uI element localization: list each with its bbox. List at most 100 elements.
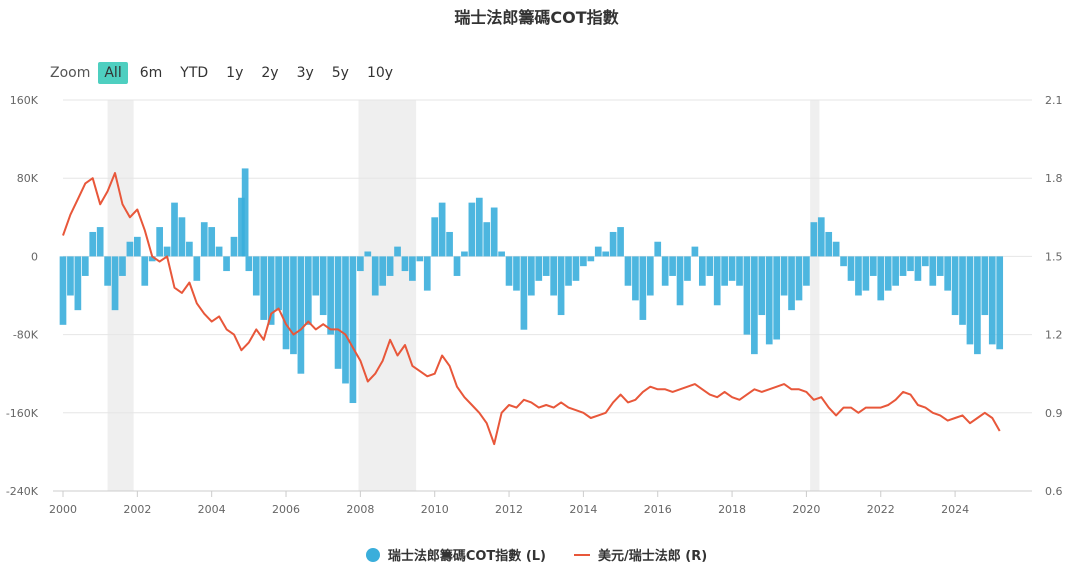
- cot-bar: [996, 256, 1004, 350]
- cot-bar: [297, 256, 305, 374]
- cot-bar: [832, 241, 840, 257]
- cot-bar: [914, 256, 922, 281]
- cot-bar: [817, 217, 825, 257]
- cot-bars: [59, 168, 1004, 404]
- cot-bar: [483, 222, 491, 257]
- cot-bar: [133, 236, 141, 257]
- cot-bar: [401, 256, 409, 272]
- cot-bar: [706, 256, 714, 276]
- cot-bar: [275, 256, 282, 311]
- cot-bar: [89, 231, 97, 257]
- y-right-tick-label: 0.6: [1045, 485, 1063, 498]
- cot-bar: [59, 256, 67, 325]
- range-btn-ytd[interactable]: YTD: [180, 65, 209, 81]
- y-right-tick-label: 1.8: [1045, 172, 1063, 185]
- fx-line: [62, 172, 1001, 446]
- cot-bar: [988, 256, 996, 345]
- cot-bar: [163, 246, 171, 257]
- x-tick-label: 2000: [49, 503, 77, 516]
- cot-bar: [498, 251, 505, 257]
- grid-lines: [63, 99, 1032, 492]
- cot-bar: [446, 231, 453, 257]
- axes: 160K 2.1 80K 1.8 0 1.5 -80K 1.2 -160K 0.9 -240K 0.6…: [6, 94, 1063, 516]
- cot-bar: [676, 256, 684, 306]
- x-tick-label: 2018: [718, 503, 746, 516]
- range-selector: Zoom All 6m YTD 1y 2y 3y 5y 10y: [50, 60, 405, 86]
- cot-bar: [632, 256, 639, 301]
- cot-bar: [736, 256, 743, 286]
- cot-bar: [855, 256, 862, 296]
- cot-bar: [431, 217, 439, 257]
- cot-bar: [877, 256, 885, 301]
- x-tick-label: 2008: [346, 503, 374, 516]
- cot-bar: [223, 256, 230, 272]
- cot-bar: [803, 256, 810, 286]
- x-tick-label: 2016: [644, 503, 672, 516]
- cot-bar: [334, 256, 342, 369]
- y-left-tick-label: 160K: [10, 94, 39, 107]
- cot-bar: [936, 256, 944, 276]
- range-btn-5y[interactable]: 5y: [331, 65, 349, 81]
- cot-bar: [892, 256, 899, 286]
- cot-bar: [349, 256, 357, 404]
- range-btn-1y[interactable]: 1y: [226, 65, 244, 81]
- cot-bar: [765, 256, 773, 345]
- cot-bar: [475, 197, 483, 257]
- cot-bar: [119, 256, 126, 276]
- cot-bar: [111, 256, 119, 311]
- cot-bar: [468, 202, 476, 257]
- cot-bar: [67, 256, 74, 296]
- cot-bar: [617, 227, 624, 257]
- cot-bar: [126, 241, 134, 257]
- legend-item-cot[interactable]: 瑞士法郎籌碼COT指數 (L): [365, 545, 546, 564]
- cot-bar: [490, 207, 498, 257]
- range-btn-3y[interactable]: 3y: [296, 65, 314, 81]
- cot-bar: [788, 256, 795, 311]
- cot-bar: [386, 256, 394, 276]
- range-btn-6m[interactable]: 6m: [139, 65, 163, 81]
- cot-bar: [869, 256, 877, 276]
- cot-bar: [267, 256, 275, 325]
- cot-bar: [944, 256, 952, 291]
- range-btn-2y[interactable]: 2y: [261, 65, 279, 81]
- cot-bar: [438, 202, 446, 257]
- cot-bar: [884, 256, 892, 291]
- y-right-tick-label: 1.5: [1045, 250, 1063, 263]
- cot-bar: [691, 246, 699, 257]
- legend: 瑞士法郎籌碼COT指數 (L) 美元/瑞士法郎 (R): [0, 545, 1073, 564]
- cot-bar: [684, 256, 691, 281]
- cot-bar: [186, 241, 193, 257]
- legend-line-icon: [573, 553, 590, 556]
- cot-bar: [252, 256, 260, 296]
- cot-bar: [959, 256, 966, 325]
- cot-bar: [751, 256, 758, 355]
- x-tick-label: 2004: [198, 503, 226, 516]
- cot-bar: [245, 256, 253, 272]
- range-btn-all[interactable]: All: [98, 62, 128, 84]
- cot-bar: [528, 256, 535, 296]
- cot-bar: [535, 256, 543, 281]
- x-tick-label: 2006: [272, 503, 300, 516]
- cot-bar: [304, 256, 312, 325]
- cot-bar: [580, 256, 587, 267]
- x-tick-label: 2012: [495, 503, 523, 516]
- cot-bar: [141, 256, 149, 286]
- range-btn-10y[interactable]: 10y: [366, 65, 394, 81]
- cot-bar: [698, 256, 706, 286]
- cot-bar: [453, 256, 461, 276]
- cot-bar: [609, 231, 617, 257]
- cot-bar: [795, 256, 803, 301]
- cot-bar: [825, 231, 833, 257]
- cot-bar: [74, 256, 82, 311]
- cot-bar: [951, 256, 959, 316]
- cot-bar: [780, 256, 788, 296]
- cot-bar: [238, 197, 245, 257]
- legend-item-fx[interactable]: 美元/瑞士法郎 (R): [573, 545, 707, 564]
- y-left-tick-label: -160K: [6, 407, 39, 420]
- cot-bar: [840, 256, 847, 267]
- cot-bar: [758, 256, 766, 316]
- x-tick-label: 2022: [867, 503, 895, 516]
- cot-bar: [542, 256, 550, 276]
- legend-dot-icon: [365, 547, 380, 562]
- cot-bar: [565, 256, 572, 286]
